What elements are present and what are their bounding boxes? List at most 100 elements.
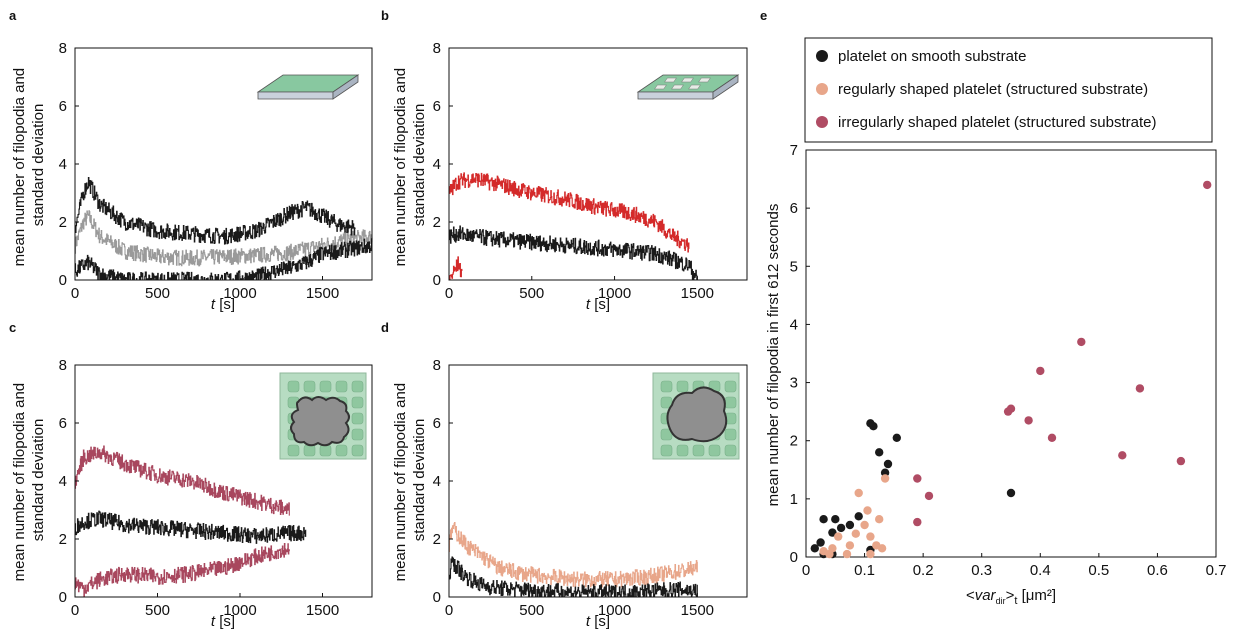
panel-b-structured-substrate-icon — [636, 74, 740, 100]
x-tick-label: 1500 — [306, 285, 339, 302]
y-tick-label: 0 — [59, 589, 67, 606]
x-tick-label: 500 — [145, 285, 170, 302]
x-tick-label: 0 — [445, 602, 453, 619]
scatter-point — [831, 515, 840, 524]
panel-e-ylabel: mean number of filopodia in first 612 se… — [765, 204, 782, 507]
panel-b-series-lower — [449, 256, 463, 281]
legend-marker-smooth — [816, 50, 828, 62]
scatter-point — [1006, 488, 1016, 498]
scatter-point — [845, 541, 855, 550]
panel-d-chart: d mean number of filopodia and standard … — [381, 320, 748, 630]
substrate-pillar — [708, 444, 721, 457]
panel-a-chart: a mean number of filopodia and standard … — [9, 8, 373, 313]
scatter-point — [1118, 451, 1127, 460]
substrate-pillar — [303, 380, 316, 393]
x-tick-label: 1000 — [223, 602, 256, 619]
scatter-point — [866, 532, 875, 541]
x-tick-label: 0.3 — [971, 562, 992, 579]
scatter-point — [892, 433, 901, 442]
y-tick-label: 2 — [59, 531, 67, 548]
panel-c-chart: c mean number of filopodia and standard … — [9, 320, 373, 630]
scatter-point — [819, 515, 828, 524]
x-tick-label: 0 — [71, 285, 79, 302]
panel-a-series-upper — [74, 177, 356, 245]
panel-c-series-upper — [74, 445, 290, 516]
substrate-pillar — [351, 380, 364, 393]
scatter-point — [828, 544, 837, 553]
substrate-pillar — [660, 380, 673, 393]
y-tick-label: 2 — [433, 531, 441, 548]
scatter-point — [1024, 416, 1033, 425]
substrate-pillar — [287, 444, 300, 457]
panel-c-irregular-platelet-icon — [279, 372, 367, 460]
panel-e-xlabel: <vardir>t [μm²] — [966, 587, 1056, 607]
panel-d-letter: d — [381, 320, 389, 335]
scatter-point — [1077, 337, 1086, 347]
panel-e-chart: e platelet on smooth substrate regularly… — [760, 8, 1226, 607]
substrate-pillar — [335, 444, 348, 457]
scatter-point — [810, 544, 819, 553]
substrate-pillar — [660, 444, 673, 457]
substrate-pillar — [319, 380, 332, 393]
y-tick-label: 6 — [433, 98, 441, 115]
substrate-pillar — [724, 444, 737, 457]
y-tick-label: 1 — [790, 491, 798, 508]
legend-marker-regular — [816, 83, 828, 95]
scatter-point — [860, 520, 869, 530]
panel-c-xlabel: t [s] — [211, 613, 235, 630]
panel-c-series-lower — [74, 542, 290, 597]
scatter-point — [1203, 180, 1212, 190]
scatter-point — [1047, 433, 1057, 442]
legend-label-regular: regularly shaped platelet (structured su… — [838, 81, 1148, 98]
y-tick-label: 7 — [790, 142, 798, 159]
substrate-pillar — [724, 396, 737, 409]
x-tick-label: 1500 — [681, 602, 714, 619]
y-tick-label: 8 — [59, 40, 67, 57]
scatter-point — [880, 468, 890, 477]
substrate-pillar — [692, 444, 705, 457]
panel-e-letter: e — [760, 8, 767, 23]
y-tick-label: 0 — [59, 272, 67, 289]
substrate-pillar — [676, 380, 689, 393]
substrate-pillar — [724, 428, 737, 441]
scatter-point — [913, 517, 922, 527]
y-tick-label: 4 — [433, 473, 441, 490]
y-tick-label: 4 — [433, 156, 441, 173]
panel-a-letter: a — [9, 8, 17, 23]
x-tick-label: 500 — [519, 285, 544, 302]
substrate-pillar — [303, 444, 316, 457]
panel-a-series-lower — [74, 238, 373, 281]
x-tick-label: 0.4 — [1030, 562, 1051, 579]
scatter-point — [913, 474, 922, 483]
scatter-point — [863, 506, 872, 515]
scatter-point — [851, 529, 860, 538]
scatter-point — [875, 448, 884, 457]
y-tick-label: 2 — [59, 214, 67, 231]
panel-c-letter: c — [9, 320, 16, 335]
panel-b-ylabel: mean number of filopodia and standard de… — [392, 64, 428, 267]
legend-marker-irregular — [816, 116, 828, 128]
x-tick-label: 0 — [71, 602, 79, 619]
scatter-point — [883, 459, 893, 469]
substrate-pillar — [351, 444, 364, 457]
substrate-pillar — [319, 444, 332, 457]
y-tick-label: 0 — [790, 549, 798, 566]
x-tick-label: 0 — [802, 562, 810, 579]
panel-b-letter: b — [381, 8, 389, 23]
scatter-point — [836, 523, 846, 533]
substrate-pillar — [351, 396, 364, 409]
x-tick-label: 1000 — [598, 602, 631, 619]
y-tick-label: 5 — [790, 258, 798, 275]
panel-b-chart: b mean number of filopodia and standard … — [381, 8, 748, 313]
scatter-point — [845, 520, 855, 530]
panel-d-regular-platelet-icon — [652, 372, 740, 460]
panel-d-series-mean — [448, 556, 698, 598]
y-tick-label: 6 — [59, 415, 67, 432]
x-tick-label: 1000 — [598, 285, 631, 302]
x-tick-label: 0.7 — [1206, 562, 1227, 579]
scatter-point — [1176, 456, 1186, 466]
y-tick-label: 4 — [790, 316, 798, 333]
scatter-point — [877, 544, 887, 553]
scatter-point — [816, 538, 825, 547]
panel-d-xlabel: t [s] — [586, 613, 610, 630]
